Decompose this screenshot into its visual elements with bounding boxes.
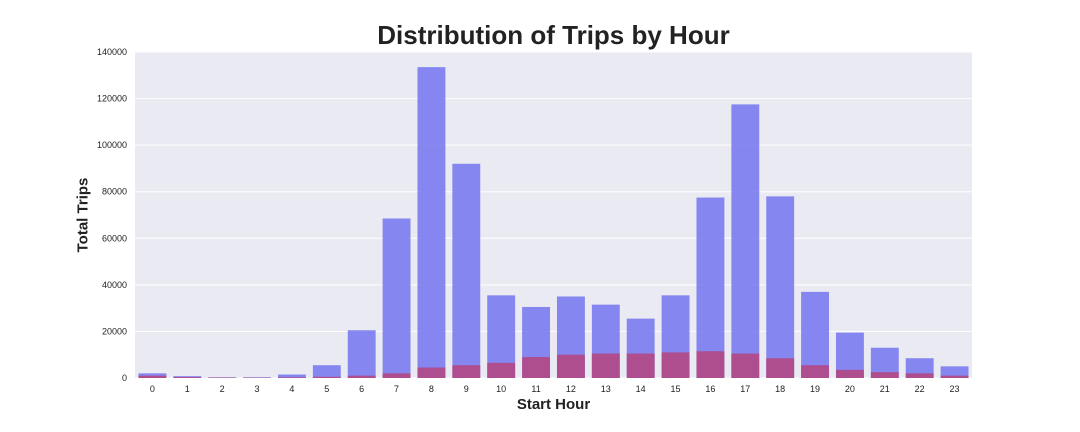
bar-series-2-hour-19 — [801, 365, 830, 378]
bar-series-1-hour-6 — [347, 330, 376, 378]
x-tick-label: 21 — [880, 384, 890, 394]
bar-series-2-hour-1 — [173, 377, 202, 378]
x-tick-label: 8 — [429, 384, 434, 394]
bar-series-1-hour-19 — [801, 291, 830, 378]
bar-series-2-hour-11 — [522, 357, 551, 378]
x-tick-label: 17 — [740, 384, 750, 394]
bar-series-1-hour-9 — [452, 163, 481, 378]
plot-area — [135, 52, 972, 378]
gridlines — [135, 51, 972, 379]
y-tick-label: 20000 — [102, 326, 127, 336]
y-tick-label: 80000 — [102, 187, 127, 197]
x-tick-label: 18 — [775, 384, 785, 394]
y-tick-label: 100000 — [97, 140, 127, 150]
x-tick-label: 22 — [915, 384, 925, 394]
x-tick-label: 6 — [359, 384, 364, 394]
bar-series-1-hour-8 — [417, 67, 446, 378]
x-tick-label: 13 — [601, 384, 611, 394]
bar-series-1-hour-18 — [766, 196, 795, 378]
y-tick-label: 140000 — [97, 47, 127, 57]
x-tick-label: 4 — [289, 384, 294, 394]
bar-series-2-hour-17 — [731, 353, 760, 378]
x-tick-label: 2 — [220, 384, 225, 394]
bar-series-2-hour-10 — [487, 362, 516, 378]
bar-series-2-hour-7 — [382, 373, 411, 378]
bars-series-2 — [138, 351, 969, 378]
x-tick-label: 15 — [671, 384, 681, 394]
x-tick-label: 3 — [255, 384, 260, 394]
bar-series-2-hour-23 — [940, 375, 969, 378]
bar-series-2-hour-21 — [870, 372, 899, 378]
x-tick-label: 0 — [150, 384, 155, 394]
bar-series-2-hour-14 — [626, 353, 655, 378]
x-tick-label: 20 — [845, 384, 855, 394]
bar-series-2-hour-13 — [591, 353, 620, 378]
bar-series-2-hour-8 — [417, 367, 446, 378]
x-tick-label: 19 — [810, 384, 820, 394]
x-axis-label: Start Hour — [516, 396, 591, 413]
x-tick-label: 5 — [324, 384, 329, 394]
x-tick-label: 1 — [185, 384, 190, 394]
bar-series-2-hour-22 — [905, 373, 934, 378]
bar-series-2-hour-0 — [138, 375, 167, 378]
bar-series-1-hour-22 — [905, 358, 934, 378]
bar-series-2-hour-16 — [696, 351, 725, 378]
y-tick-label: 40000 — [102, 280, 127, 290]
bar-series-1-hour-0 — [138, 373, 167, 378]
bar-series-1-hour-5 — [312, 365, 341, 378]
x-tick-label: 9 — [464, 384, 469, 394]
x-tick-label: 11 — [531, 384, 540, 394]
bar-series-2-hour-20 — [835, 369, 864, 378]
x-tick-label: 12 — [566, 384, 576, 394]
x-tick-label: 10 — [496, 384, 506, 394]
bar-series-1-hour-23 — [940, 366, 969, 378]
y-tick-labels: 0 20000 40000 60000 80000 100000 120000 140000 — [97, 47, 127, 383]
bar-series-2-hour-15 — [661, 352, 690, 378]
x-tick-label: 16 — [705, 384, 715, 394]
chart-title: Distribution of Trips by Hour — [377, 20, 730, 50]
bar-series-1-hour-17 — [731, 104, 760, 378]
bar-series-2-hour-12 — [556, 354, 585, 378]
bar-series-2-hour-5 — [312, 376, 341, 378]
y-tick-label: 60000 — [102, 233, 127, 243]
y-tick-label: 0 — [122, 373, 127, 383]
bar-series-2-hour-4 — [277, 377, 306, 378]
x-tick-label: 23 — [950, 384, 960, 394]
x-tick-label: 14 — [636, 384, 646, 394]
x-tick-labels: 0 1 2 3 4 5 6 7 8 9 10 11 12 13 14 15 16 17 18 19 20 21 22 23 — [150, 384, 960, 394]
bar-series-1-hour-7 — [382, 218, 411, 378]
x-tick-label: 7 — [394, 384, 399, 394]
y-tick-label: 120000 — [97, 94, 127, 104]
bar-series-2-hour-6 — [347, 375, 376, 378]
bar-series-1-hour-4 — [277, 374, 306, 378]
bar-series-2-hour-18 — [766, 358, 795, 378]
bar-series-1-hour-16 — [696, 197, 725, 378]
bar-series-2-hour-9 — [452, 365, 481, 378]
